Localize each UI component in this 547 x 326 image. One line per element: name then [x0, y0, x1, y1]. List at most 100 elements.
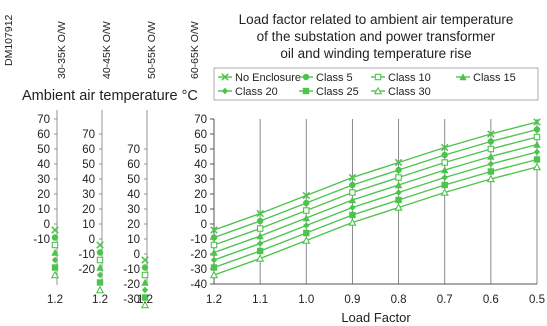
aux-tick-label: -10	[78, 249, 95, 261]
data-point	[533, 148, 541, 156]
data-point	[209, 270, 219, 279]
legend-label: Class 20	[235, 86, 278, 98]
data-point	[348, 173, 357, 182]
data-point	[394, 203, 403, 211]
data-point	[533, 133, 541, 141]
aux-data-point	[51, 226, 59, 234]
y-tick-label: -20	[190, 249, 207, 261]
y-tick-label: -30	[190, 264, 207, 276]
series-line	[213, 136, 538, 246]
data-point	[533, 140, 541, 148]
legend-entry: No Enclosure	[218, 72, 301, 84]
legend-entry: Class 25	[299, 86, 359, 98]
chart-title-line-2: of the substation and power transformer	[257, 29, 496, 44]
legend-marker	[459, 73, 467, 81]
aux-data-point	[51, 264, 59, 271]
x-axis-label: Load Factor	[341, 310, 411, 325]
data-point	[532, 162, 542, 171]
aux-tick-label: -10	[33, 234, 50, 246]
x-tick-label: 1.1	[252, 294, 268, 306]
chart-title-line-1: Load factor related to ambient air tempe…	[239, 12, 514, 27]
data-point	[303, 229, 310, 237]
data-point	[210, 226, 218, 234]
aux-tick-label: -20	[78, 264, 95, 276]
data-point	[256, 254, 265, 262]
data-point	[440, 188, 449, 196]
series-line	[213, 143, 538, 254]
data-point	[441, 166, 449, 174]
data-point	[302, 214, 310, 222]
data-point	[210, 241, 218, 249]
data-point	[348, 196, 357, 204]
y-tick-label: 20	[194, 189, 207, 201]
data-point	[487, 138, 495, 145]
data-point	[348, 218, 357, 226]
aux-tick-label: 50	[37, 144, 50, 156]
legend-label: Class 5	[316, 72, 353, 84]
legend-entry: Class 30	[371, 86, 431, 98]
aux-tick-label: 0	[44, 219, 50, 231]
legend-box	[213, 67, 539, 101]
aux-tick-label: 30	[37, 174, 50, 186]
aux-tick-label: 40	[82, 174, 95, 186]
legend-marker	[221, 73, 229, 81]
data-point	[533, 126, 541, 133]
aux-data-point	[141, 278, 149, 286]
data-point	[210, 256, 218, 264]
data-point	[303, 199, 310, 207]
data-point	[441, 181, 448, 189]
aux-data-point	[96, 271, 104, 279]
legend-marker	[373, 86, 383, 95]
data-point	[487, 168, 495, 175]
aux-tick-label: 60	[127, 159, 140, 171]
y-tick-label: 60	[194, 129, 207, 141]
aux-data-point	[51, 256, 59, 264]
aux-data-point	[141, 294, 149, 301]
x-tick-label: 0.6	[483, 294, 499, 306]
aux-data-point	[96, 249, 104, 256]
data-point	[394, 158, 403, 167]
data-point	[349, 189, 356, 196]
data-point	[349, 181, 356, 189]
data-point	[256, 225, 264, 232]
data-point	[256, 240, 264, 247]
aux-tick-label: 70	[127, 144, 140, 156]
legend-entry: Class 5	[299, 72, 353, 84]
x-tick-label: 0.9	[344, 294, 360, 306]
aux-axis-label: 60-65K O/W	[189, 21, 201, 79]
y-tick-label: 70	[194, 114, 207, 126]
data-point	[256, 217, 264, 225]
aux-tick-label: 10	[127, 234, 140, 246]
legend-marker	[374, 73, 382, 81]
aux-data-point	[96, 263, 104, 271]
data-point	[256, 209, 264, 218]
aux-tick-label: 60	[37, 129, 50, 141]
aux-data-point	[141, 286, 149, 294]
data-point	[303, 207, 310, 214]
data-point	[487, 152, 495, 160]
data-point	[210, 264, 218, 271]
aux-data-point	[96, 241, 104, 249]
legend-entry: Class 20	[218, 86, 278, 98]
data-point	[210, 248, 218, 256]
aux-data-point	[96, 279, 104, 286]
data-point	[395, 166, 402, 174]
y-tick-label: -40	[190, 279, 207, 291]
aux-data-point	[51, 248, 59, 256]
aux-tick-label: 0	[134, 249, 140, 261]
data-point	[349, 211, 356, 219]
data-point	[256, 232, 264, 240]
aux-data-point	[140, 300, 150, 309]
aux-tick-label: 50	[127, 174, 140, 186]
data-point	[395, 189, 402, 196]
data-point	[441, 151, 448, 159]
y-tick-label: 30	[194, 174, 207, 186]
aux-axis-label: 50-55K O/W	[146, 21, 158, 79]
x-tick-label: 1.2	[206, 294, 222, 306]
legend-marker	[221, 87, 229, 95]
data-point	[210, 234, 218, 241]
aux-x-tick-label: 1.2	[92, 294, 108, 306]
data-point	[440, 143, 449, 152]
aux-tick-label: 10	[37, 204, 50, 216]
